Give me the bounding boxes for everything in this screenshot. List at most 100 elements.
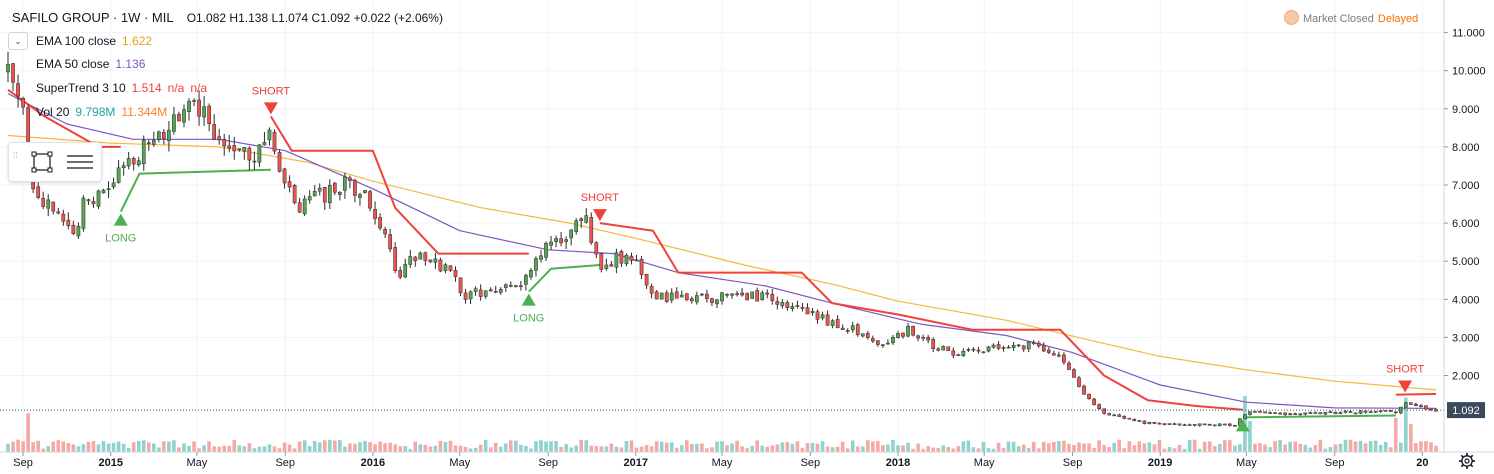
volume-bar — [91, 441, 96, 452]
candle-body — [1016, 344, 1021, 347]
collapse-chevron-icon[interactable]: ⌄ — [8, 32, 28, 50]
candle-body — [91, 201, 96, 205]
candle-body — [1102, 408, 1106, 414]
volume-bar — [403, 446, 408, 452]
candle-body — [1112, 414, 1117, 417]
volume-bar — [483, 439, 488, 452]
candle-body — [413, 256, 418, 262]
volume-bar — [177, 447, 181, 452]
supertrend-value-3: n/a — [190, 81, 208, 95]
volume-bar — [152, 443, 156, 452]
candle-body — [338, 191, 342, 195]
candle-body — [765, 292, 770, 295]
candle-body — [664, 292, 669, 302]
candle-body — [1077, 377, 1081, 387]
long-signal-arrow — [1235, 419, 1250, 432]
volume-value: 9.798M — [75, 105, 116, 119]
volume-bar — [126, 447, 131, 452]
list-tool-icon[interactable] — [65, 150, 95, 174]
volume-bar — [76, 446, 81, 452]
supertrend-down-segment — [1395, 393, 1437, 396]
candle-body — [1187, 424, 1192, 426]
volume-bar — [302, 440, 307, 452]
candle-body — [262, 142, 267, 146]
volume-bar — [141, 440, 146, 452]
volume-bar — [473, 447, 478, 452]
volume-bar — [358, 442, 362, 452]
candle-body — [634, 259, 639, 262]
rectangle-tool-icon[interactable] — [29, 150, 55, 174]
volume-bar — [96, 444, 101, 452]
volume-bar — [1011, 441, 1016, 452]
candle-body — [609, 264, 614, 267]
volume-bar — [1147, 442, 1152, 452]
candle-body — [594, 242, 599, 255]
price-tick-label: 2.000 — [1452, 371, 1480, 383]
candle-body — [1429, 409, 1433, 411]
candle-body — [1021, 345, 1026, 350]
volume-bar — [1404, 397, 1408, 452]
volume-bar — [498, 446, 503, 452]
candle-body — [710, 298, 714, 303]
volume-bar — [322, 440, 327, 452]
gear-icon[interactable] — [1458, 452, 1476, 470]
legend-ema100[interactable]: EMA 100 close 1.622 — [36, 34, 152, 48]
volume-bar — [961, 441, 966, 452]
candle-body — [378, 217, 382, 229]
volume-bar — [131, 442, 136, 452]
candle-body — [493, 291, 498, 293]
volume-bar — [438, 440, 443, 452]
volume-bar — [946, 446, 951, 452]
legend-supertrend[interactable]: SuperTrend 3 10 1.514 n/a n/a — [36, 81, 207, 95]
volume-bar — [503, 443, 508, 452]
volume-bar — [529, 448, 533, 452]
candle-body — [1107, 413, 1112, 416]
candle-body — [86, 199, 91, 202]
volume-bar — [840, 441, 845, 452]
ohlc-open-value: 1.082 — [196, 11, 227, 25]
market-status[interactable]: Market Closed Delayed — [1284, 10, 1418, 25]
candle-body — [624, 254, 629, 265]
candle-body — [136, 160, 141, 166]
candle-body — [1067, 362, 1071, 370]
legend-ema50[interactable]: EMA 50 close 1.136 — [36, 57, 145, 71]
candle-body — [715, 299, 719, 305]
volume-bar — [931, 447, 935, 452]
candle-body — [368, 191, 372, 209]
time-tick-label: 2019 — [1148, 457, 1172, 469]
legend-volume[interactable]: Vol 20 9.798M 11.344M — [36, 105, 167, 119]
candle-body — [810, 311, 815, 313]
volume-bar — [393, 444, 397, 452]
candle-body — [116, 167, 121, 183]
candle-body — [1122, 416, 1127, 419]
time-axis[interactable]: Sep 2015 May Sep 2016 May Sep 2017 May Sep 2018 May… — [0, 451, 1494, 469]
delayed-label: Delayed — [1377, 13, 1419, 25]
volume-bar — [423, 444, 428, 452]
volume-bar — [157, 447, 161, 452]
volume-bar — [1228, 440, 1232, 452]
volume-bar — [559, 447, 563, 452]
candle-body — [197, 99, 201, 117]
candle-body — [443, 264, 448, 272]
volume-bar — [1268, 447, 1272, 452]
volume-bar — [56, 440, 61, 452]
candle-body — [312, 191, 317, 197]
candle-body — [348, 177, 352, 181]
symbol-header[interactable]: SAFILO GROUP · 1W · MIL O1.082 H1.138 L1… — [12, 10, 443, 25]
candle-body — [423, 252, 428, 261]
candle-body — [498, 288, 503, 293]
candle-body — [232, 145, 237, 152]
price-axis[interactable]: 11.000 10.000 9.000 8.000 7.000 6.000 5.000 4.0… — [1443, 0, 1486, 452]
volume-bar — [453, 445, 458, 452]
volume-bar — [966, 440, 971, 452]
candle-body — [111, 182, 116, 188]
volume-bar — [378, 441, 382, 452]
symbol-title[interactable]: SAFILO GROUP · 1W · MIL — [12, 10, 174, 25]
drag-handle-icon[interactable]: ⁞⁞ — [13, 151, 18, 160]
floating-drawing-toolbar[interactable]: ⁞⁞ — [8, 142, 102, 182]
candle-body — [1308, 412, 1313, 414]
volume-bar — [564, 444, 568, 452]
supertrend-down-segment — [599, 222, 1243, 411]
candle-body — [679, 294, 684, 298]
